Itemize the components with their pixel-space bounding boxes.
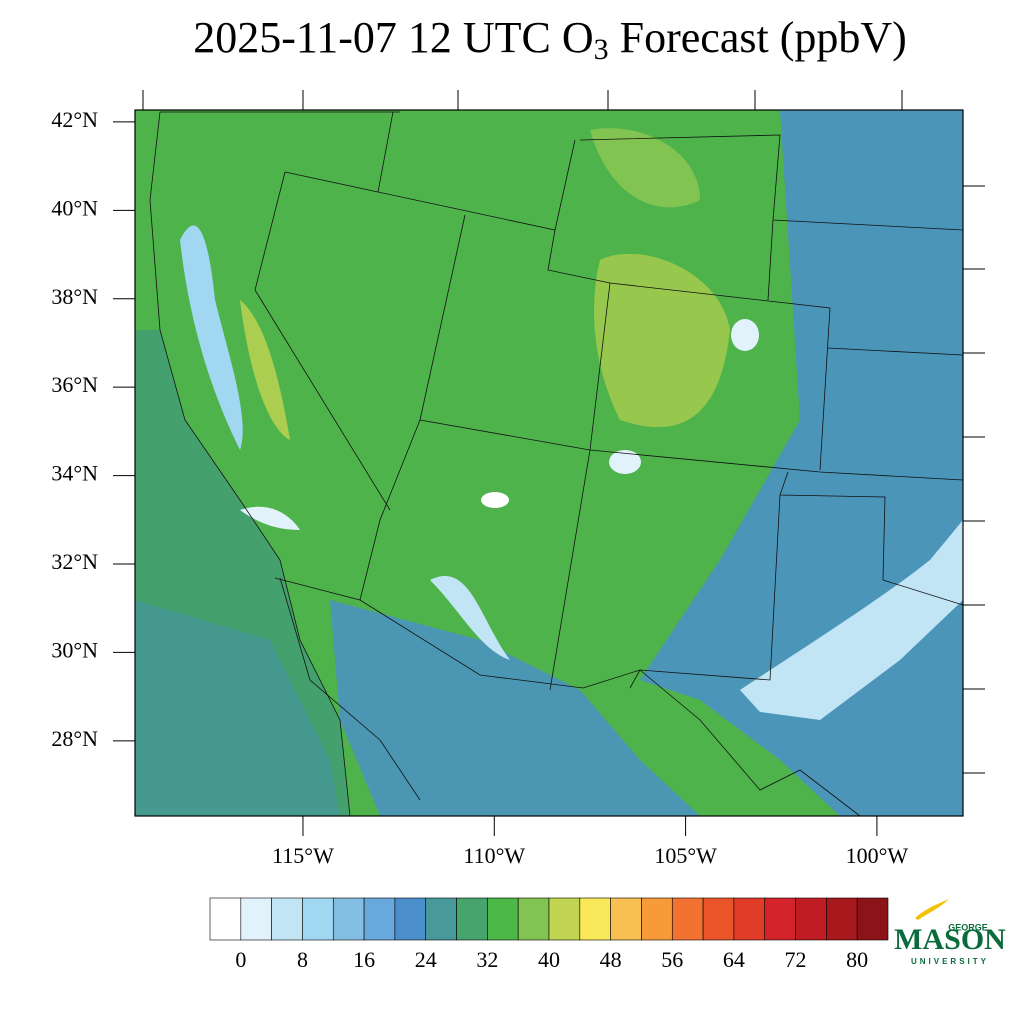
colorbar-box — [394, 897, 427, 941]
logo-bottom: UNIVERSITY — [911, 957, 989, 966]
colorbar-label: 16 — [353, 947, 375, 972]
colorbar-box — [209, 897, 242, 941]
colorbar-label: 8 — [297, 947, 308, 972]
spot — [731, 319, 759, 351]
colorbar-box — [456, 897, 488, 941]
lat-tick-label: 30°N — [51, 637, 98, 662]
colorbar-box — [332, 897, 365, 941]
spot — [481, 492, 509, 508]
colorbar-label: 32 — [476, 947, 498, 972]
colorbar-box — [487, 897, 519, 941]
lat-tick-label: 32°N — [51, 549, 98, 574]
plume — [740, 520, 963, 720]
map-frame — [134, 109, 964, 817]
lat-tick-label: 28°N — [51, 726, 98, 751]
colorbar-label: 24 — [415, 947, 437, 972]
colorbar-label: 64 — [723, 947, 745, 972]
spot — [609, 450, 641, 474]
colorbar-box — [826, 897, 858, 941]
colorbar-box — [271, 897, 303, 941]
colorbar-box — [764, 897, 796, 941]
colorbar-box — [363, 897, 396, 941]
logo-main: MASON — [894, 923, 1006, 956]
colorbar-label: 48 — [600, 947, 622, 972]
colorbar-box — [548, 897, 581, 941]
basin — [240, 506, 300, 530]
lon-tick-label: 115°W — [272, 843, 334, 868]
colorbar-box — [517, 897, 550, 941]
colorbar-label: 0 — [235, 947, 246, 972]
colorbar-box — [856, 897, 889, 941]
logo-top: GEORGE — [948, 922, 988, 932]
colorbar-box — [795, 897, 827, 941]
title-subscript: 3 — [594, 33, 609, 66]
high-terrain — [594, 253, 730, 428]
lat-tick-label: 40°N — [51, 195, 98, 220]
colorbar-box — [641, 897, 673, 941]
lat-tick-label: 42°N — [51, 107, 98, 132]
logo-swoosh — [915, 898, 950, 920]
lat-tick-label: 34°N — [51, 461, 98, 486]
colorbar-label: 40 — [538, 947, 560, 972]
state-borders — [149, 111, 964, 817]
title-text: 2025-11-07 12 UTC O — [193, 13, 593, 62]
lon-tick-label: 105°W — [654, 843, 717, 868]
colorbar-box — [733, 897, 766, 941]
colorbar-label: 80 — [846, 947, 868, 972]
colorbar-box — [671, 897, 704, 941]
colorbar-label: 72 — [785, 947, 807, 972]
frame-ticks — [142, 90, 985, 774]
colorbar-box — [302, 897, 334, 941]
lon-tick-label: 110°W — [463, 843, 525, 868]
logo: GEORGE MASON UNIVERSITY — [894, 898, 1006, 966]
lat-tick-label: 36°N — [51, 372, 98, 397]
lat-tick-label: 38°N — [51, 284, 98, 309]
ocean-far — [135, 600, 340, 816]
valley — [180, 225, 243, 450]
title-text: Forecast (ppbV) — [609, 13, 907, 62]
title: 2025-11-07 12 UTC O3 Forecast (ppbV) — [193, 13, 907, 66]
colorbar-box — [702, 897, 735, 941]
colorbar-box — [425, 897, 457, 941]
sierra — [240, 300, 290, 440]
colorbar-box — [579, 897, 611, 941]
lon-tick-label: 100°W — [846, 843, 909, 868]
map-field — [135, 110, 964, 817]
streak — [430, 576, 510, 660]
colorbar-label: 56 — [661, 947, 683, 972]
colorbar-box — [610, 897, 642, 941]
north-terrain — [590, 128, 700, 208]
colorbar-box — [240, 897, 272, 941]
south-blue — [330, 600, 700, 816]
